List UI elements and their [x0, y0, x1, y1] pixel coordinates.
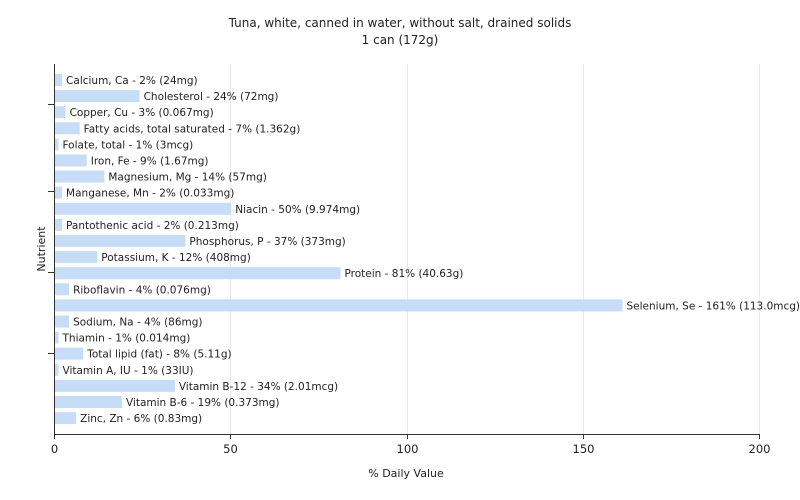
bar-label: Folate, total - 1% (3mcg)	[63, 139, 194, 151]
y-axis-title: Nutrient	[35, 226, 48, 272]
bar-label: Zinc, Zn - 6% (0.83mg)	[80, 413, 202, 425]
bar-label: Fatty acids, total saturated - 7% (1.362…	[84, 123, 301, 135]
bar-vitamin-b-12	[55, 379, 175, 392]
x-tick-label-150: 150	[573, 442, 595, 456]
bar-label: Niacin - 50% (9.974mg)	[235, 204, 360, 216]
bar-vitamin-b-6	[55, 396, 122, 408]
bar-total-lipid-fat	[55, 347, 84, 360]
bars-group: Calcium, Ca - 2% (24mg) Cholesterol - 24%…	[55, 74, 800, 425]
bar-zinc-zn	[55, 412, 77, 425]
axes-group: 0 50 100 150 200	[48, 64, 770, 456]
chart-subtitle: 1 can (172g)	[362, 33, 439, 47]
x-tick-label-100: 100	[397, 442, 419, 456]
bar-manganese-mn	[55, 186, 63, 199]
bar-potassium-k	[55, 251, 98, 264]
bar-label: Sodium, Na - 4% (86mg)	[73, 317, 202, 329]
gridlines	[230, 64, 760, 434]
bar-label: Cholesterol - 24% (72mg)	[144, 91, 279, 103]
bar-label: Pantothenic acid - 2% (0.213mg)	[66, 220, 239, 232]
bar-label: Riboflavin - 4% (0.076mg)	[73, 284, 211, 296]
bar-thiamin	[55, 331, 59, 344]
bar-copper-cu	[55, 106, 66, 119]
bar-pantothenic-acid	[55, 218, 63, 231]
bar-fatty-acids-total-saturated	[55, 122, 80, 135]
bar-label: Vitamin B-6 - 19% (0.373mg)	[126, 397, 280, 409]
bar-cholesterol	[55, 90, 140, 103]
bar-label: Protein - 81% (40.63g)	[345, 268, 464, 280]
bar-calcium-ca	[55, 74, 63, 86]
x-tick-label-50: 50	[223, 442, 238, 456]
bar-label: Thiamin - 1% (0.014mg)	[62, 333, 191, 345]
chart-title: Tuna, white, canned in water, without sa…	[228, 16, 572, 30]
bar-phosphorus-p	[55, 235, 186, 247]
bar-iron-fe	[55, 154, 87, 167]
bar-label: Phosphorus, P - 37% (373mg)	[189, 236, 345, 248]
bar-label: Calcium, Ca - 2% (24mg)	[66, 75, 198, 87]
bar-folate-total	[55, 138, 59, 151]
bar-selenium-se	[55, 299, 623, 312]
bar-niacin	[55, 202, 232, 215]
bar-sodium-na	[55, 315, 70, 328]
bar-label: Vitamin B-12 - 34% (2.01mcg)	[179, 381, 338, 393]
bar-label: Vitamin A, IU - 1% (33IU)	[63, 365, 194, 377]
x-axis-title: % Daily Value	[368, 467, 444, 480]
bar-label: Iron, Fe - 9% (1.67mg)	[91, 156, 209, 168]
bar-label: Potassium, K - 12% (408mg)	[101, 252, 251, 264]
bar-label: Total lipid (fat) - 8% (5.11g)	[86, 349, 231, 361]
bar-vitamin-a-iu	[55, 363, 59, 376]
bar-protein	[55, 267, 341, 280]
x-tick-label-200: 200	[749, 442, 771, 456]
bar-label: Magnesium, Mg - 14% (57mg)	[108, 172, 267, 184]
bar-label: Manganese, Mn - 2% (0.033mg)	[66, 188, 234, 200]
bar-label: Selenium, Se - 161% (113.0mcg)	[627, 300, 800, 312]
bar-label: Copper, Cu - 3% (0.067mg)	[70, 107, 214, 119]
x-tick-label-0: 0	[51, 442, 58, 456]
bar-riboflavin	[55, 283, 70, 296]
bar-magnesium-mg	[55, 170, 105, 183]
